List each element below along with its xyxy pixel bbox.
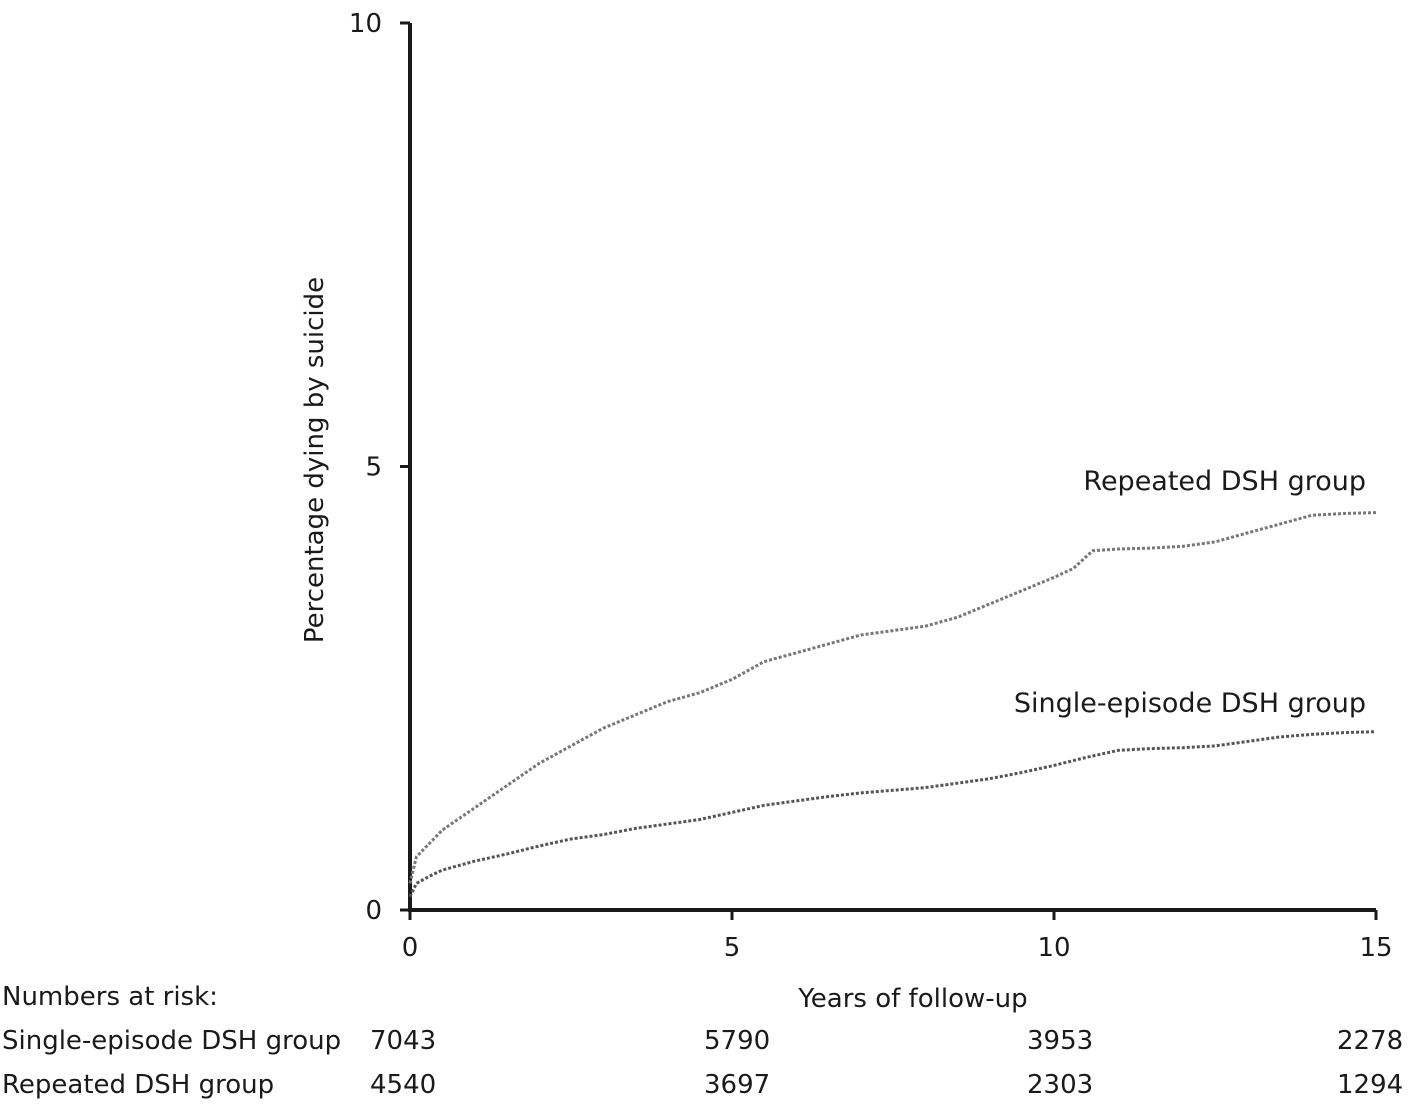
risk-row-label: Single-episode DSH group (2, 1026, 342, 1056)
x-axis-title: Years of follow-up (797, 984, 1027, 1014)
risk-table-heading: Numbers at risk: (2, 982, 218, 1012)
y-axis-title: Percentage dying by suicide (300, 277, 330, 643)
risk-value: 3953 (1027, 1026, 1094, 1056)
risk-value: 7043 (370, 1026, 437, 1056)
axes: 0 5 10 15 0 5 10 (349, 9, 1393, 963)
risk-value: 5790 (704, 1026, 771, 1056)
risk-value: 3697 (704, 1070, 771, 1100)
risk-value: 4540 (370, 1070, 437, 1100)
risk-value: 1294 (1337, 1070, 1404, 1100)
y-tick-label: 0 (365, 896, 382, 926)
series-label-single: Single-episode DSH group (1014, 688, 1366, 719)
risk-value: 2278 (1337, 1026, 1404, 1056)
risk-value: 2303 (1027, 1070, 1094, 1100)
series-line-repeated (408, 511, 1377, 884)
x-tick-label: 5 (724, 933, 741, 963)
series-line-single (408, 730, 1377, 898)
x-tick-label: 10 (1037, 933, 1070, 963)
x-tick-label: 0 (402, 933, 419, 963)
x-tick-label: 15 (1359, 933, 1392, 963)
y-tick-label: 10 (349, 9, 382, 39)
series-label-repeated: Repeated DSH group (1083, 466, 1366, 497)
y-tick-label: 5 (365, 453, 382, 483)
series-layer (408, 511, 1377, 898)
risk-row-label: Repeated DSH group (2, 1070, 275, 1100)
